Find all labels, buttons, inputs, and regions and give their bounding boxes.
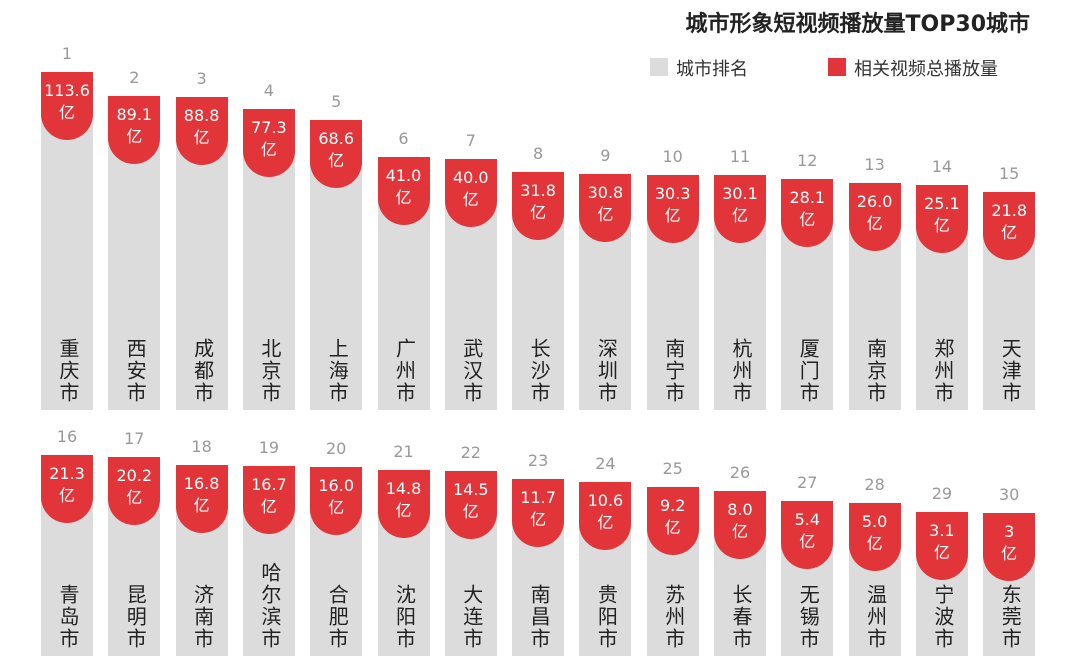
value-cap: 21.3 亿 xyxy=(41,455,93,523)
city-label: 西安市 xyxy=(123,338,148,404)
rank-label: 23 xyxy=(527,450,549,470)
rank-label: 25 xyxy=(662,458,683,478)
rank-label: 20 xyxy=(326,439,347,459)
rank-label: 22 xyxy=(460,443,481,463)
value-cap: 25.1 亿 xyxy=(915,184,968,253)
city-label: 济南市 xyxy=(190,584,215,650)
value-cap: 16.8 亿 xyxy=(175,465,228,534)
rank-label: 17 xyxy=(124,429,145,449)
city-label: 长春市 xyxy=(729,584,753,650)
city-label: 长沙市 xyxy=(527,338,552,404)
rank-label: 28 xyxy=(864,474,885,494)
value-cap: 14.5 亿 xyxy=(444,471,497,540)
city-label: 青岛市 xyxy=(56,584,80,650)
city-label: 厦门市 xyxy=(796,338,821,404)
rank-label: 2 xyxy=(129,68,140,88)
legend-swatch-rank xyxy=(650,58,668,76)
city-label: 重庆市 xyxy=(56,338,80,404)
value-cap: 10.6 亿 xyxy=(579,482,632,551)
city-label: 昆明市 xyxy=(123,584,148,650)
city-label: 宁波市 xyxy=(930,584,955,650)
city-label: 大连市 xyxy=(459,584,484,650)
value-cap: 26.0 亿 xyxy=(848,183,901,252)
value-cap: 16.0 亿 xyxy=(310,467,363,536)
rank-label: 14 xyxy=(931,156,953,176)
rank-label: 7 xyxy=(465,130,476,150)
city-label: 郑州市 xyxy=(930,338,955,404)
value-cap: 41.0 亿 xyxy=(377,157,430,226)
value-cap: 30.8 亿 xyxy=(579,174,632,243)
rank-label: 10 xyxy=(662,147,683,167)
rank-label: 12 xyxy=(797,151,818,171)
rank-label: 19 xyxy=(258,437,280,457)
value-cap: 21.8 亿 xyxy=(983,191,1036,260)
city-label: 南京市 xyxy=(863,338,888,404)
rank-label: 29 xyxy=(931,484,953,504)
city-label: 合肥市 xyxy=(325,584,350,650)
city-label: 贵阳市 xyxy=(594,584,619,650)
value-cap: 3.1 亿 xyxy=(915,512,968,581)
rank-label: 4 xyxy=(263,81,274,101)
rank-label: 5 xyxy=(331,91,342,111)
city-label: 哈尔滨市 xyxy=(257,562,282,650)
city-label: 无锡市 xyxy=(796,584,821,650)
rank-label: 1 xyxy=(61,44,73,63)
rank-label: 24 xyxy=(595,454,616,474)
city-label: 成都市 xyxy=(190,338,215,404)
city-label: 上海市 xyxy=(325,338,350,404)
value-cap: 77.3 亿 xyxy=(242,109,295,178)
value-cap: 8.0 亿 xyxy=(714,490,766,559)
value-cap: 16.7 亿 xyxy=(242,465,295,534)
legend-swatch-value xyxy=(828,58,846,76)
value-cap: 3 亿 xyxy=(983,512,1036,581)
value-cap: 113.6 亿 xyxy=(41,72,93,140)
city-label: 天津市 xyxy=(998,338,1023,404)
rank-label: 13 xyxy=(864,155,885,175)
value-cap: 30.1 亿 xyxy=(714,175,766,244)
city-label: 深圳市 xyxy=(594,338,619,404)
value-cap: 5.0 亿 xyxy=(848,502,901,571)
rank-label: 21 xyxy=(393,442,414,462)
value-cap: 5.4 亿 xyxy=(781,500,834,569)
rank-label: 18 xyxy=(191,437,212,457)
legend-label: 相关视频总播放量 xyxy=(854,59,998,80)
rank-label: 27 xyxy=(797,472,818,492)
city-label: 广州市 xyxy=(392,338,417,404)
rank-label: 6 xyxy=(398,129,409,149)
value-cap: 14.8 亿 xyxy=(377,470,430,539)
rank-label: 16 xyxy=(56,427,78,446)
value-cap: 68.6 亿 xyxy=(310,119,363,188)
rank-label: 30 xyxy=(999,484,1020,504)
rank-label: 9 xyxy=(600,146,611,166)
value-cap: 31.8 亿 xyxy=(512,172,565,241)
value-cap: 9.2 亿 xyxy=(646,486,699,555)
city-label: 苏州市 xyxy=(661,584,686,650)
rank-label: 3 xyxy=(196,68,207,88)
city-label: 北京市 xyxy=(257,338,282,404)
value-cap: 40.0 亿 xyxy=(444,158,497,227)
city-label: 杭州市 xyxy=(729,338,753,404)
chart-title: 城市形象短视频播放量TOP30城市 xyxy=(685,12,1030,37)
city-label: 温州市 xyxy=(863,584,888,650)
value-cap: 89.1 亿 xyxy=(108,96,161,165)
city-label: 南昌市 xyxy=(527,584,552,650)
value-cap: 20.2 亿 xyxy=(108,457,161,526)
city-label: 南宁市 xyxy=(661,338,686,404)
legend-label: 城市排名 xyxy=(676,59,748,80)
rank-label: 15 xyxy=(999,163,1020,183)
city-label: 东莞市 xyxy=(998,584,1023,650)
city-label: 沈阳市 xyxy=(392,584,417,650)
value-cap: 30.3 亿 xyxy=(646,175,699,244)
value-cap: 28.1 亿 xyxy=(781,179,834,248)
value-cap: 88.8 亿 xyxy=(175,96,228,165)
rank-label: 8 xyxy=(533,144,544,164)
rank-label: 11 xyxy=(729,147,751,167)
city-label: 武汉市 xyxy=(459,338,484,404)
value-cap: 11.7 亿 xyxy=(512,478,565,547)
rank-label: 26 xyxy=(729,462,751,482)
